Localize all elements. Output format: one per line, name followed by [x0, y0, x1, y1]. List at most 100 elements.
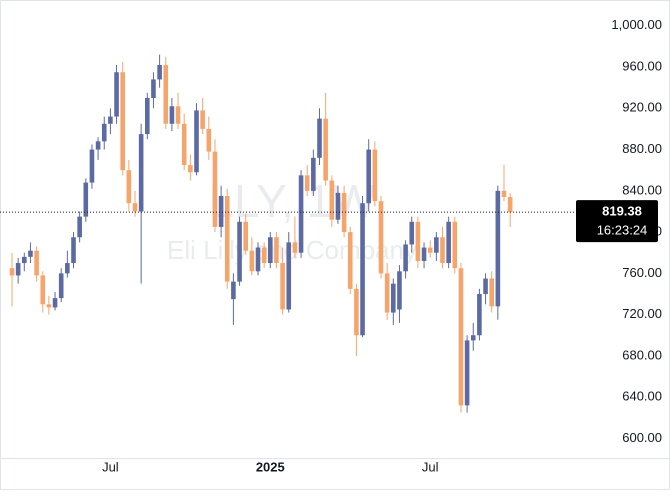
candle-body	[138, 134, 144, 212]
frame	[0, 0, 670, 490]
candle-body	[89, 149, 95, 183]
last-price-label: 819.38	[602, 204, 642, 219]
candle-body	[101, 123, 107, 142]
candle-body	[501, 190, 507, 198]
candle-body	[145, 97, 150, 135]
candle-body	[280, 263, 285, 310]
candle-body	[507, 197, 513, 213]
candle-body	[384, 273, 390, 313]
candle-body	[83, 182, 89, 217]
candle-body	[15, 263, 21, 276]
candle-body	[329, 180, 335, 220]
candle-body	[286, 242, 292, 310]
candle-body	[58, 273, 64, 299]
candle-body	[34, 250, 39, 276]
candle-body	[274, 237, 279, 264]
candle-body	[378, 201, 384, 274]
candle-body	[200, 110, 205, 129]
candle-body	[65, 263, 70, 274]
candle-body	[391, 283, 396, 313]
x-tick-label: Jul	[102, 459, 119, 474]
y-tick-label: 640.00	[622, 389, 662, 404]
candle-body	[52, 298, 58, 308]
watermark-symbol: LLY, 1W	[208, 175, 376, 227]
candle-body	[458, 268, 464, 406]
candle-body	[206, 128, 212, 152]
candle-body	[188, 165, 193, 173]
candle-body	[249, 250, 255, 272]
y-tick-label: 1,000.00	[611, 17, 662, 32]
candle-body	[421, 247, 427, 261]
candle-body	[317, 118, 322, 158]
y-tick-label: 760.00	[622, 265, 662, 280]
candle-body	[163, 64, 169, 124]
candle-body	[372, 149, 378, 202]
candle-body	[237, 221, 242, 282]
candle-body	[434, 237, 439, 253]
candle-body	[169, 106, 175, 124]
candle-body	[323, 118, 328, 181]
candle-body	[477, 293, 482, 336]
candle-body	[495, 190, 501, 307]
candle-body	[22, 256, 27, 264]
candle-body	[470, 335, 476, 341]
candle-body	[452, 221, 458, 269]
candle-body	[9, 268, 15, 276]
candle-body	[40, 275, 46, 305]
candle-body	[224, 195, 230, 282]
candle-body	[46, 304, 52, 308]
candle-body	[464, 340, 470, 406]
y-tick-label: 920.00	[622, 100, 662, 115]
candle-body	[409, 221, 415, 245]
candle-body	[427, 247, 433, 253]
y-tick-label: 880.00	[622, 141, 662, 156]
candle-body	[212, 151, 218, 227]
candle-body	[489, 278, 494, 307]
candle-body	[341, 192, 347, 233]
candle-body	[95, 141, 101, 150]
candle-body	[446, 221, 451, 264]
candle-body	[354, 288, 359, 336]
candle-body	[397, 271, 402, 310]
last-price-box	[576, 200, 658, 243]
candle-body	[347, 232, 353, 289]
candle-body	[126, 170, 132, 204]
candle-body	[243, 221, 248, 251]
candle-body	[151, 79, 156, 98]
candle-body	[403, 244, 408, 272]
candle-body	[298, 175, 304, 253]
y-tick-label: 600.00	[622, 430, 662, 445]
candle-body	[28, 250, 33, 257]
watermark-name: Eli Lilly and Company	[167, 235, 417, 265]
candle-body	[360, 203, 365, 336]
candle-body	[120, 72, 125, 171]
candle-body	[304, 175, 310, 191]
y-tick-label: 960.00	[622, 58, 662, 73]
candle-body	[132, 203, 138, 212]
x-tick-label: Jul	[422, 459, 439, 474]
candle-body	[181, 123, 187, 166]
candle-body	[77, 216, 82, 238]
candle-body	[415, 221, 421, 261]
candle-body	[157, 64, 162, 80]
x-tick-label: 2025	[256, 459, 285, 474]
candle-body	[292, 242, 298, 253]
y-tick-label: 840.00	[622, 182, 662, 197]
candle-body	[114, 72, 119, 117]
candle-body	[71, 237, 76, 264]
candle-body	[194, 110, 199, 173]
candle-body	[255, 247, 261, 272]
countdown-label: 16:23:24	[597, 223, 648, 238]
candle-body	[218, 195, 224, 227]
candle-body	[440, 237, 445, 264]
candle-body	[175, 106, 181, 124]
y-tick-label: 720.00	[622, 306, 662, 321]
y-tick-label: 680.00	[622, 347, 662, 362]
candle-body	[108, 116, 113, 124]
candle-body	[366, 149, 371, 204]
candle-body	[311, 157, 316, 191]
candle-body	[335, 192, 341, 220]
candle-body	[268, 237, 273, 264]
